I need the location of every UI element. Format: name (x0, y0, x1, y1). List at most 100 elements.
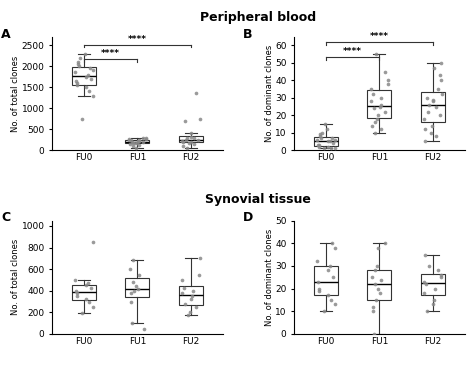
Point (372, 281, 379, 287)
Point (420, 116, 428, 122)
Point (127, 141, 134, 147)
Text: ****: **** (343, 47, 362, 56)
Point (180, 139, 187, 145)
Point (87, 284, 95, 290)
Point (376, 290, 383, 296)
Point (78, 310, 85, 316)
Text: ****: **** (101, 49, 120, 58)
Y-axis label: No. of total clones: No. of total clones (11, 239, 20, 315)
Point (327, 297, 334, 303)
Point (329, 140, 337, 146)
Point (324, 268, 332, 273)
PathPatch shape (72, 285, 96, 300)
PathPatch shape (72, 67, 96, 84)
Point (369, 91, 377, 97)
Point (136, 142, 143, 148)
Point (313, 137, 321, 143)
Point (82, 74, 90, 80)
Point (316, 288, 323, 294)
Text: ****: **** (128, 34, 147, 44)
Point (142, 136, 150, 142)
Point (438, 274, 445, 280)
Point (134, 138, 141, 144)
Point (437, 72, 444, 78)
Point (191, 141, 198, 147)
Point (384, 77, 392, 83)
Point (425, 263, 433, 269)
Text: A: A (1, 28, 10, 41)
Point (421, 126, 429, 132)
Point (73, 290, 81, 296)
Point (139, 135, 147, 141)
Point (72, 288, 80, 294)
Point (134, 286, 142, 291)
Point (132, 283, 140, 289)
Point (372, 51, 379, 57)
Point (434, 86, 442, 92)
Point (367, 98, 374, 104)
Point (420, 290, 428, 296)
Point (438, 272, 445, 278)
Point (423, 308, 430, 314)
Point (128, 139, 136, 145)
Point (428, 130, 435, 136)
Point (313, 258, 321, 264)
Point (181, 301, 189, 307)
Point (133, 140, 140, 146)
Point (432, 103, 439, 109)
Point (317, 135, 324, 141)
Point (369, 304, 377, 310)
Point (326, 263, 334, 269)
Point (423, 95, 430, 101)
Point (370, 331, 378, 337)
Point (437, 112, 444, 118)
Point (428, 123, 436, 129)
Point (71, 69, 79, 75)
Point (378, 126, 385, 132)
Point (328, 135, 336, 141)
Point (430, 297, 438, 303)
Point (179, 277, 186, 283)
Point (182, 137, 190, 143)
Point (320, 308, 328, 314)
Point (73, 80, 81, 86)
Point (129, 279, 137, 285)
Point (89, 304, 97, 310)
Text: ****: **** (370, 32, 389, 41)
Point (87, 65, 94, 71)
Point (429, 98, 437, 104)
Point (127, 266, 134, 272)
Point (189, 288, 196, 294)
Point (319, 130, 326, 136)
Point (378, 95, 385, 101)
Point (437, 77, 445, 83)
Point (132, 145, 140, 151)
Point (85, 299, 92, 305)
Point (373, 263, 381, 269)
Point (130, 288, 137, 294)
Point (422, 281, 430, 287)
Point (71, 277, 79, 283)
Point (327, 145, 334, 151)
Point (381, 240, 389, 246)
Point (187, 134, 195, 140)
Point (89, 239, 97, 245)
Point (74, 59, 82, 65)
Y-axis label: No. of total clones: No. of total clones (11, 55, 20, 131)
Point (178, 138, 185, 144)
Point (323, 126, 330, 132)
Point (324, 292, 332, 298)
Y-axis label: No. of dominant clones: No. of dominant clones (264, 45, 273, 142)
Point (187, 139, 194, 145)
Text: Peripheral blood: Peripheral blood (201, 11, 316, 24)
Point (316, 286, 323, 291)
Point (438, 91, 446, 97)
Point (78, 116, 85, 121)
Point (140, 326, 147, 331)
Text: Synovial tissue: Synovial tissue (205, 193, 311, 206)
Point (373, 116, 381, 122)
Point (329, 274, 337, 280)
Point (316, 133, 324, 139)
Point (192, 91, 200, 97)
Point (314, 279, 321, 285)
